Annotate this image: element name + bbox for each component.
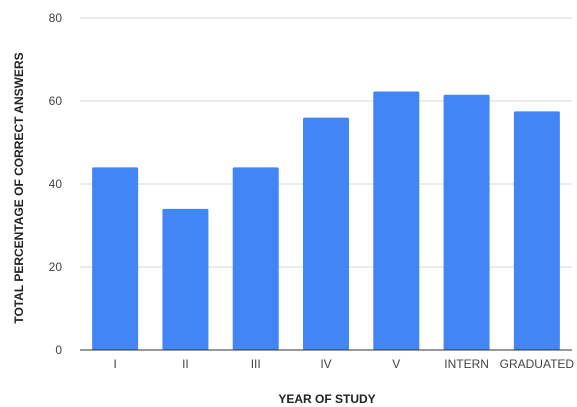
y-tick-label: 40: [49, 177, 63, 191]
x-axis-ticks: I II III IV V INTERN GRADUATED: [113, 357, 574, 371]
y-axis-title: TOTAL PERCENTAGE OF CORRECT ANSWERS: [12, 52, 26, 323]
bar: [513, 111, 560, 350]
x-axis-title: YEAR OF STUDY: [278, 392, 375, 406]
x-tick-label: GRADUATED: [500, 357, 575, 371]
bar: [443, 94, 490, 351]
bar: [92, 167, 139, 350]
y-tick-label: 20: [49, 260, 63, 274]
bars: [92, 91, 560, 351]
bar: [162, 208, 209, 350]
x-tick-label: III: [251, 357, 261, 371]
x-tick-label: INTERN: [444, 357, 489, 371]
y-tick-label: 60: [49, 94, 63, 108]
bar: [232, 167, 279, 350]
y-tick-label: 80: [49, 11, 63, 25]
bar: [303, 117, 349, 350]
y-axis-ticks: 0 20 40 60 80: [49, 11, 63, 357]
x-tick-label: IV: [320, 357, 331, 371]
bar: [373, 91, 420, 350]
x-tick-label: V: [392, 357, 400, 371]
x-tick-label: II: [182, 357, 189, 371]
x-tick-label: I: [113, 357, 116, 371]
y-tick-label: 0: [55, 343, 62, 357]
